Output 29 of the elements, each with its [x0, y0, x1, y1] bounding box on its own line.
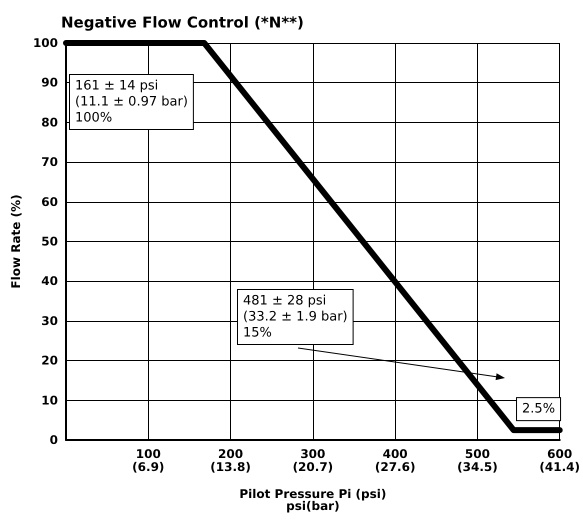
y-tick-label: 30 — [41, 314, 58, 328]
x-tick-label: 600 — [547, 447, 572, 461]
x-axis-title: Pilot Pressure Pi (psi) psi(bar) — [239, 487, 386, 513]
x2-tick-label: (6.9) — [132, 460, 164, 474]
x-tick-label: 400 — [382, 447, 408, 461]
annotation: 2.5% — [522, 402, 556, 417]
y-tick-label: 10 — [41, 393, 58, 408]
y-tick-label: 100 — [32, 36, 58, 50]
x2-tick-label: (34.5) — [457, 460, 498, 474]
y-tick-label: 40 — [41, 274, 58, 288]
y-tick-label: 60 — [41, 194, 58, 209]
x2-tick-label: (20.7) — [292, 460, 334, 474]
x2-tick-label: (27.6) — [374, 460, 416, 474]
x2-tick-label: (13.8) — [210, 460, 251, 474]
y-tick-label: 80 — [41, 115, 58, 130]
y-tick-label: 90 — [41, 76, 58, 90]
x-tick-label: 200 — [218, 447, 244, 461]
x-tick-label: 100 — [136, 447, 161, 461]
y-axis-title: Flow Rate (%) — [9, 194, 24, 289]
x2-tick-label: (41.4) — [539, 460, 580, 474]
chart-title: Negative Flow Control (*N**) — [61, 14, 304, 32]
y-tick-label: 20 — [41, 354, 58, 368]
annotation: 481 ± 28 psi (33.2 ± 1.9 bar) 15% — [243, 294, 348, 340]
x-tick-label: 300 — [300, 447, 326, 461]
y-tick-label: 50 — [41, 234, 58, 248]
y-tick-label: 0 — [50, 433, 58, 447]
annotation: 161 ± 14 psi (11.1 ± 0.97 bar) 100% — [75, 78, 188, 126]
y-tick-label: 70 — [41, 155, 58, 170]
x-tick-label: 500 — [464, 447, 490, 461]
